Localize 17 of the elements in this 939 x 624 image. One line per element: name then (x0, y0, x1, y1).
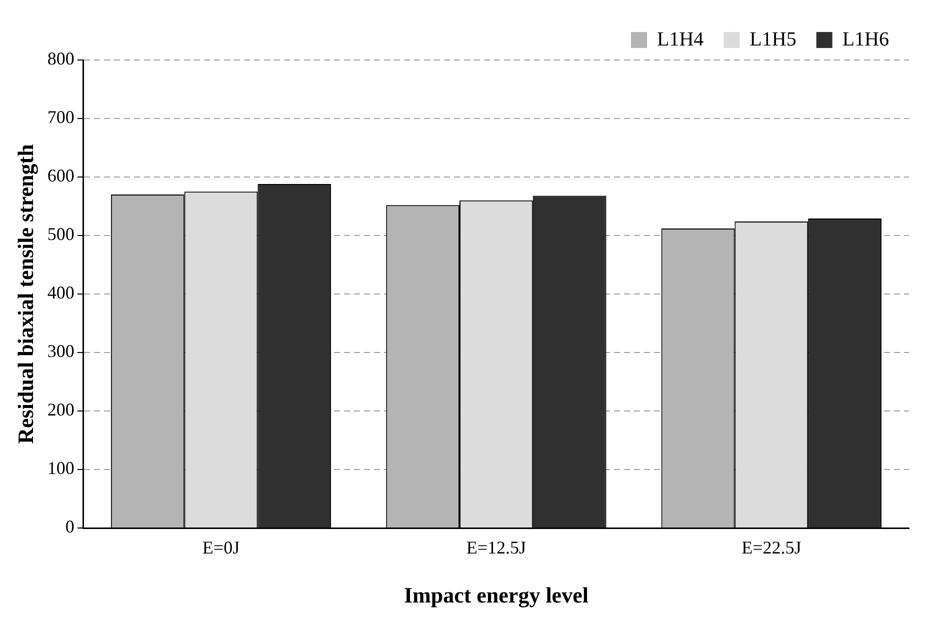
x-tick-label: E=0J (202, 538, 240, 558)
y-tick-label: 0 (65, 516, 74, 537)
y-tick-label: 400 (47, 282, 74, 303)
x-tick-label: E=22.5J (742, 538, 802, 558)
y-tick-label: 800 (47, 48, 74, 69)
legend-label: L1H5 (750, 28, 796, 50)
y-tick-label: 300 (47, 341, 74, 362)
x-tick-label: E=12.5J (466, 538, 526, 558)
y-tick-label: 500 (47, 224, 74, 244)
legend-label: L1H4 (657, 28, 704, 50)
y-axis-title: Residual biaxial tensile strength (12, 144, 38, 444)
legend-label: L1H6 (842, 28, 890, 50)
y-tick-label: 200 (47, 400, 74, 420)
x-axis-title: Impact energy level (404, 582, 588, 608)
y-tick-label: 700 (47, 107, 74, 128)
y-tick-label: 600 (47, 166, 74, 186)
y-tick-label: 100 (47, 458, 74, 478)
